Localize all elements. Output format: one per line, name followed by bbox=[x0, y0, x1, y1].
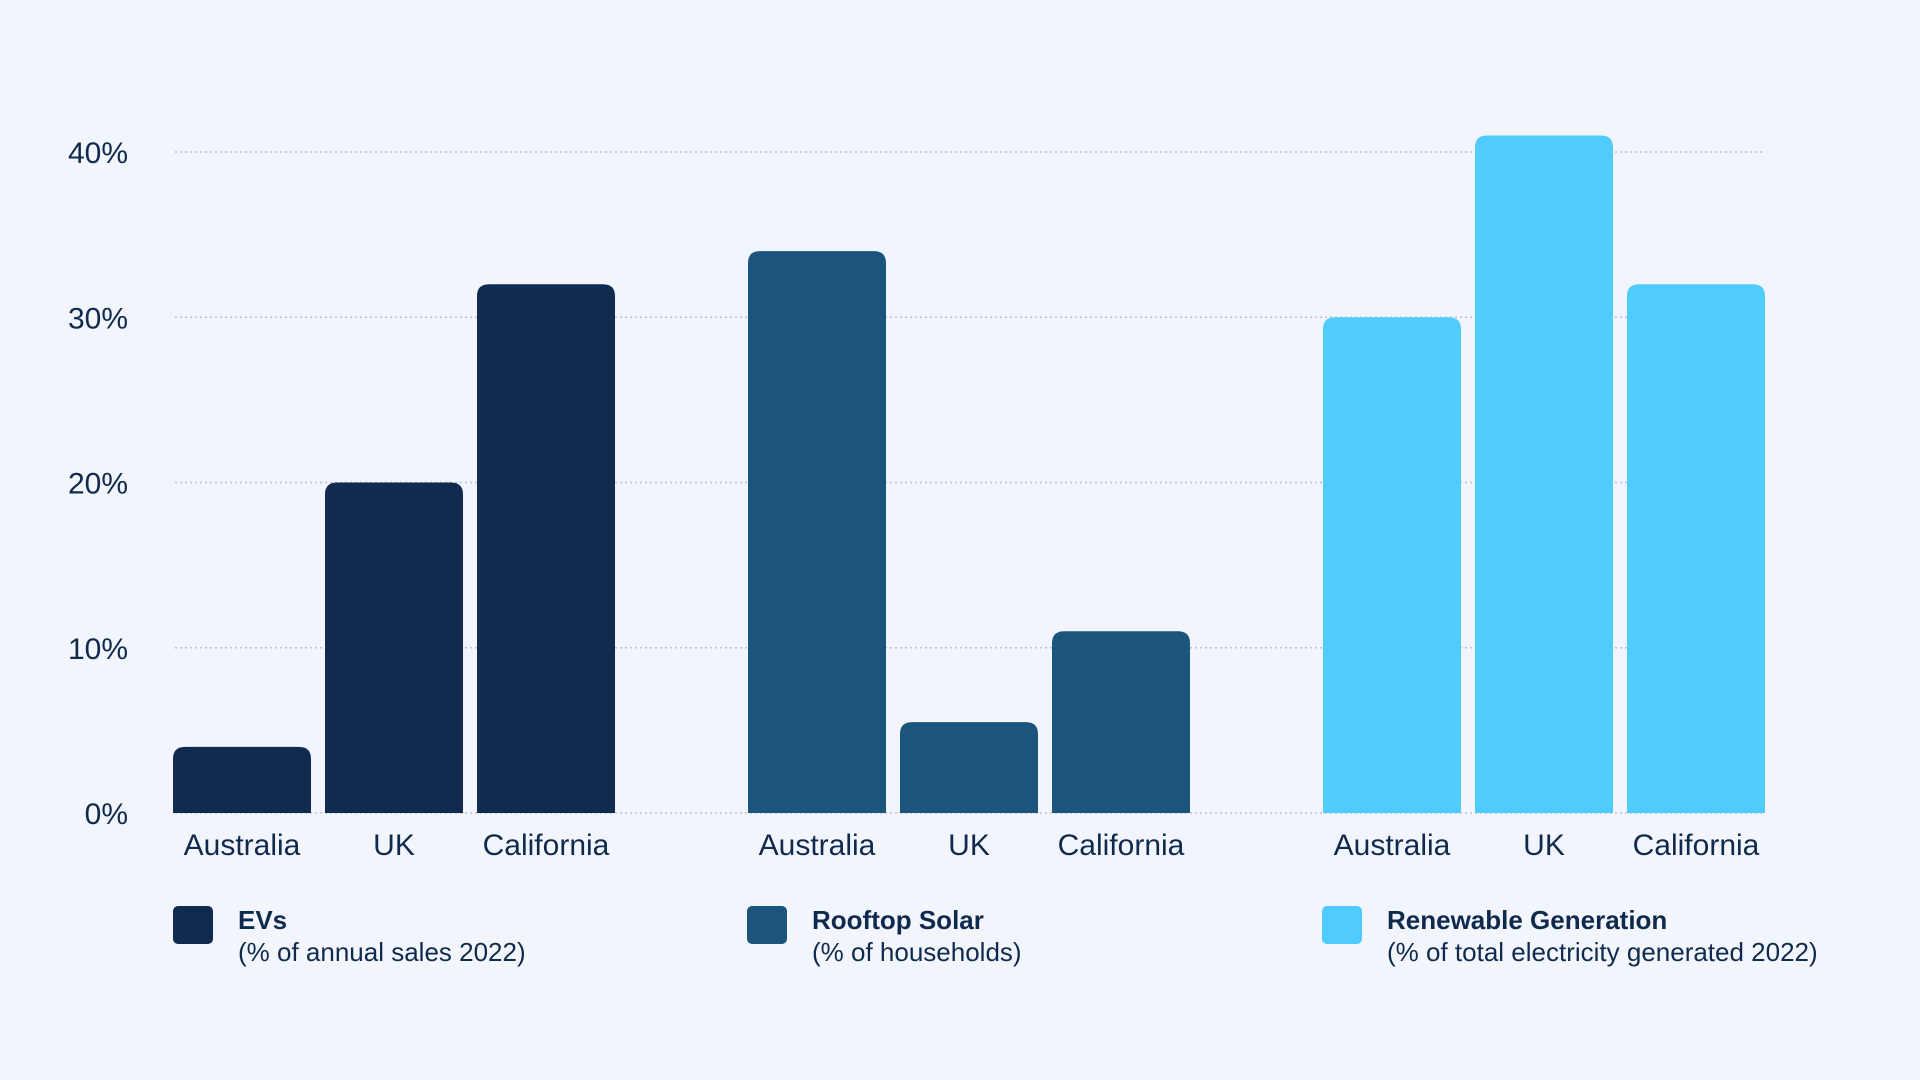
legend-item-rooftop-solar: Rooftop Solar (% of households) bbox=[747, 904, 1022, 968]
x-tick-label-rooftop-solar-australia: Australia bbox=[759, 829, 876, 862]
y-tick-label: 20% bbox=[68, 468, 128, 501]
bar-renewable-generation-california bbox=[1627, 284, 1765, 813]
x-tick-label-rooftop-solar-uk: UK bbox=[948, 829, 990, 862]
x-tick-label-evs-australia: Australia bbox=[184, 829, 301, 862]
x-tick-label-evs-california: California bbox=[483, 829, 610, 862]
legend-item-evs: EVs (% of annual sales 2022) bbox=[173, 904, 526, 968]
bar-renewable-generation-australia bbox=[1323, 317, 1461, 813]
legend-swatch-renewable-generation bbox=[1322, 906, 1362, 944]
x-tick-label-evs-uk: UK bbox=[373, 829, 415, 862]
legend-note-renewable-generation: (% of total electricity generated 2022) bbox=[1387, 937, 1818, 967]
bar-evs-california bbox=[477, 284, 615, 813]
bar-evs-australia bbox=[173, 746, 311, 813]
y-tick-label: 10% bbox=[68, 633, 128, 666]
legend-label-rooftop-solar: Rooftop Solar bbox=[812, 905, 984, 935]
legend-label-evs: EVs bbox=[238, 905, 288, 935]
bar-renewable-generation-uk bbox=[1475, 135, 1613, 814]
legend-item-renewable-generation: Renewable Generation (% of total electri… bbox=[1322, 904, 1818, 968]
legend-swatch-rooftop-solar bbox=[747, 906, 787, 944]
legend-note-rooftop-solar: (% of households) bbox=[812, 937, 1022, 967]
bar-evs-uk bbox=[325, 482, 463, 813]
legend-label-renewable-generation: Renewable Generation bbox=[1387, 905, 1668, 935]
y-tick-label: 0% bbox=[85, 798, 128, 831]
bar-rooftop-solar-california bbox=[1052, 631, 1190, 813]
y-tick-label: 30% bbox=[68, 302, 128, 335]
x-tick-label-renewable-generation-uk: UK bbox=[1523, 829, 1565, 862]
x-tick-label-renewable-generation-california: California bbox=[1633, 829, 1760, 862]
bar-rooftop-solar-australia bbox=[748, 251, 886, 813]
legend-note-evs: (% of annual sales 2022) bbox=[238, 937, 526, 967]
bar-rooftop-solar-uk bbox=[900, 722, 1038, 813]
x-tick-label-rooftop-solar-california: California bbox=[1058, 829, 1185, 862]
legend-swatch-evs bbox=[173, 906, 213, 944]
x-tick-label-renewable-generation-australia: Australia bbox=[1334, 829, 1451, 862]
y-tick-label: 40% bbox=[68, 137, 128, 170]
